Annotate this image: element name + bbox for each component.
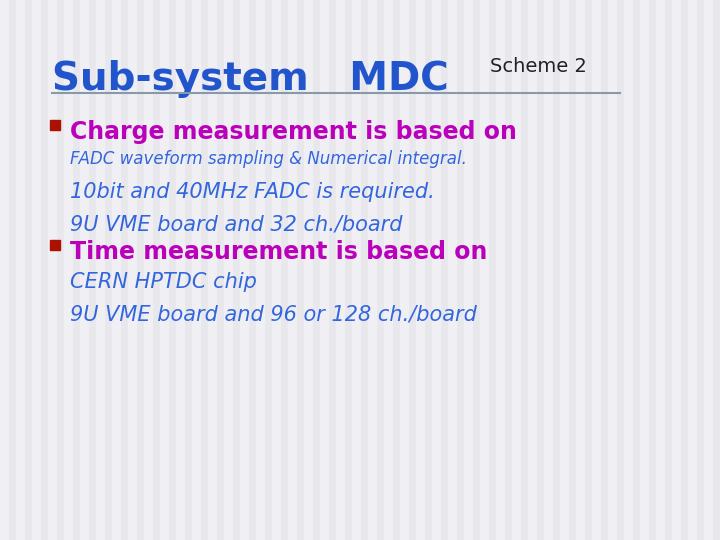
Bar (656, 0, 664, 540)
Bar (432, 0, 440, 540)
Bar (704, 0, 712, 540)
Bar (480, 0, 488, 540)
Bar (0, 0, 8, 540)
Bar (48, 0, 56, 540)
Text: 9U VME board and 32 ch./board: 9U VME board and 32 ch./board (70, 214, 402, 234)
Bar (160, 0, 168, 540)
Bar (208, 0, 216, 540)
Bar (50, 120, 60, 130)
Bar (50, 240, 60, 250)
Bar (224, 0, 232, 540)
Text: FADC waveform sampling & Numerical integral.: FADC waveform sampling & Numerical integ… (70, 150, 467, 168)
Bar (112, 0, 120, 540)
Bar (80, 0, 88, 540)
Bar (336, 0, 344, 540)
Bar (416, 0, 424, 540)
Text: Scheme 2: Scheme 2 (490, 57, 587, 76)
Bar (448, 0, 456, 540)
Bar (688, 0, 696, 540)
Bar (320, 0, 328, 540)
Bar (288, 0, 296, 540)
Bar (128, 0, 136, 540)
Text: Charge measurement is based on: Charge measurement is based on (70, 120, 517, 144)
Bar (672, 0, 680, 540)
Text: Time measurement is based on: Time measurement is based on (70, 240, 487, 264)
Bar (576, 0, 584, 540)
Bar (464, 0, 472, 540)
Bar (272, 0, 280, 540)
Text: Sub-system   MDC: Sub-system MDC (52, 60, 449, 98)
Bar (544, 0, 552, 540)
Bar (528, 0, 536, 540)
Bar (32, 0, 40, 540)
Bar (400, 0, 408, 540)
Text: 9U VME board and 96 or 128 ch./board: 9U VME board and 96 or 128 ch./board (70, 304, 477, 324)
Text: 10bit and 40MHz FADC is required.: 10bit and 40MHz FADC is required. (70, 182, 435, 202)
Bar (640, 0, 648, 540)
Bar (16, 0, 24, 540)
Bar (176, 0, 184, 540)
Bar (368, 0, 376, 540)
Bar (496, 0, 504, 540)
Bar (560, 0, 568, 540)
Bar (144, 0, 152, 540)
Bar (64, 0, 72, 540)
Bar (192, 0, 200, 540)
Bar (384, 0, 392, 540)
Bar (96, 0, 104, 540)
Bar (608, 0, 616, 540)
Bar (240, 0, 248, 540)
Bar (624, 0, 632, 540)
Bar (352, 0, 360, 540)
Bar (304, 0, 312, 540)
Bar (592, 0, 600, 540)
Bar (256, 0, 264, 540)
Text: CERN HPTDC chip: CERN HPTDC chip (70, 272, 257, 292)
Bar (512, 0, 520, 540)
